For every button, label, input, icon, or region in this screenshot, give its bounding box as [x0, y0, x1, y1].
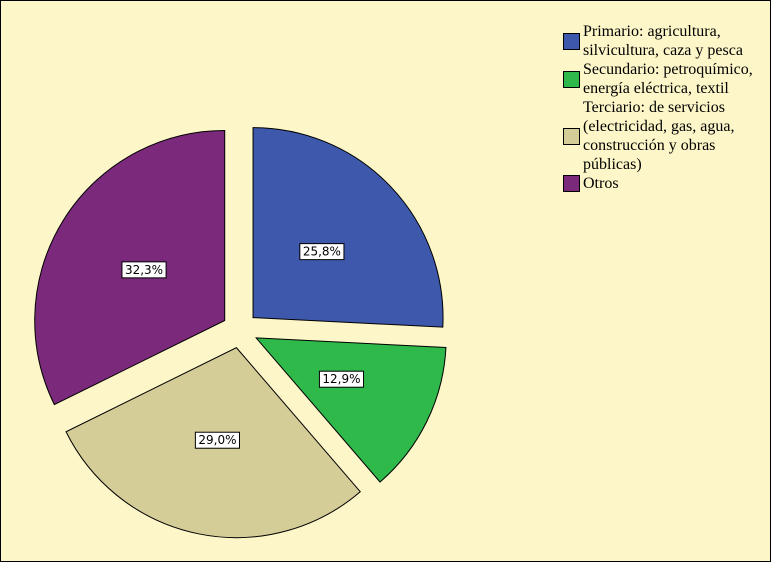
- pie-slice: [255, 337, 447, 483]
- legend-swatch: [563, 175, 580, 192]
- data-label: 12,9%: [318, 370, 365, 388]
- legend: Primario: agricultura, silvicultura, caz…: [563, 22, 768, 193]
- data-label-text: 32,3%: [125, 263, 163, 277]
- data-label-box: [299, 243, 345, 261]
- data-label: 32,3%: [121, 261, 167, 279]
- data-label-text: 25,8%: [303, 245, 341, 259]
- legend-swatch: [563, 32, 580, 50]
- data-label-text: 12,9%: [322, 372, 360, 386]
- data-label: 25,8%: [299, 243, 345, 261]
- data-label-box: [121, 261, 167, 279]
- legend-item: Secundario: petroquímico, energía eléctr…: [563, 60, 768, 98]
- legend-label: Secundario: petroquímico, energía eléctr…: [583, 61, 753, 97]
- data-label-text: 29,0%: [198, 433, 236, 447]
- legend-label: Otros: [583, 175, 619, 192]
- legend-label: Primario: agricultura, silvicultura, caz…: [583, 23, 743, 59]
- legend-item: Primario: agricultura, silvicultura, caz…: [563, 22, 768, 60]
- legend-swatch: [563, 70, 580, 88]
- data-label: 29,0%: [194, 431, 240, 449]
- legend-item: Terciario: de servicios (electricidad, g…: [563, 98, 768, 174]
- data-label-box: [318, 370, 365, 388]
- legend-item: Otros: [563, 174, 768, 193]
- legend-label: Terciario: de servicios (electricidad, g…: [583, 99, 735, 173]
- legend-swatch: [563, 127, 580, 145]
- pie-slice: [252, 127, 444, 328]
- data-label-box: [194, 431, 240, 449]
